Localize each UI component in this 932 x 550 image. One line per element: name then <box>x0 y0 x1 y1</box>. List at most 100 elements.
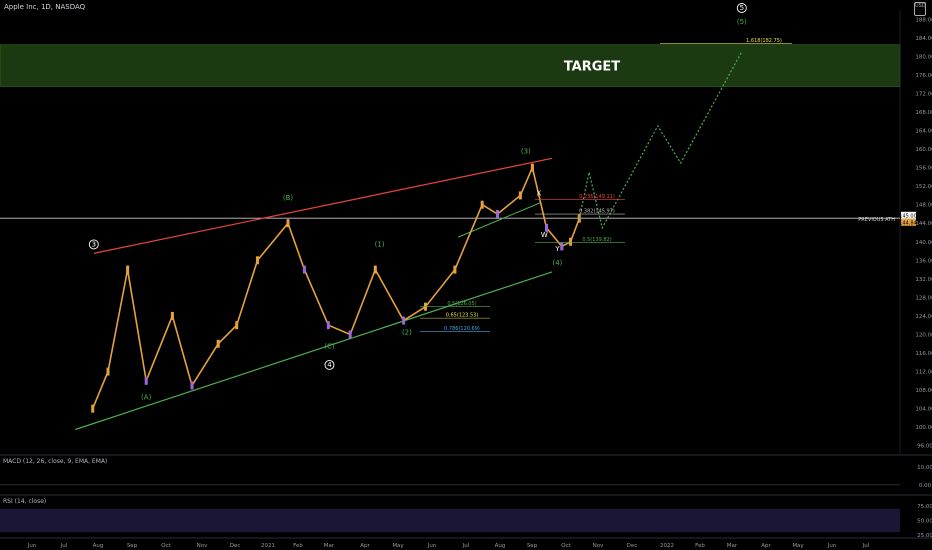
macd-tick-label: 10.00 <box>917 465 932 471</box>
fib-label: 0.65(123.53) <box>446 313 479 319</box>
price-tick-label: 140.00 <box>915 240 932 246</box>
price-candle <box>518 191 522 200</box>
wave-label: W <box>541 231 548 239</box>
price-candle <box>373 265 377 274</box>
time-tick-label: Jul <box>862 543 870 549</box>
price-tick-label: 188.00 <box>915 17 932 23</box>
current-price-value: 145.00 <box>899 213 917 219</box>
price-candle <box>235 321 239 330</box>
price-candle <box>170 311 174 320</box>
price-tick-label: 112.00 <box>915 370 932 376</box>
fib-label: 1.618(182.75) <box>746 38 782 44</box>
secondary-price-tag <box>901 218 916 226</box>
wave-label: X <box>537 189 542 197</box>
wave-label: (3) <box>521 148 531 156</box>
symbol-title: Apple Inc, 1D, NASDAQ <box>4 3 86 11</box>
time-tick-label: Dec <box>230 543 241 549</box>
previous-ath-label: PREVIOUS ATH <box>858 217 895 223</box>
time-tick-label: Apr <box>360 543 370 549</box>
price-candle <box>255 256 259 265</box>
price-tick-label: 96.00 <box>917 444 932 450</box>
price-tick-label: 144.00 <box>915 221 932 227</box>
wave-label: (4) <box>552 259 562 267</box>
time-tick-label: May <box>792 543 804 549</box>
projection-path <box>578 51 743 230</box>
time-tick-label: 2022 <box>660 543 674 549</box>
price-tick-label: 168.00 <box>915 110 932 116</box>
price-candle <box>106 367 110 376</box>
current-price-tag <box>901 211 916 219</box>
price-candle <box>126 265 130 274</box>
time-tick-label: Nov <box>593 543 604 549</box>
time-tick-label: Sep <box>527 543 538 549</box>
macd-label: MACD (12, 26, close, 9, EMA, EMA) <box>3 458 108 465</box>
price-tick-label: 164.00 <box>915 129 932 135</box>
price-tick-label: 148.00 <box>915 203 932 209</box>
wave-label: (A) <box>141 393 152 401</box>
fib-label: 0.786(120.69) <box>444 326 480 332</box>
price-tick-label: 120.00 <box>915 332 932 338</box>
target-zone <box>0 44 901 87</box>
time-tick-label: May <box>392 543 404 549</box>
usd-icon[interactable]: USD <box>914 2 926 16</box>
time-tick-label: Sep <box>127 543 138 549</box>
time-tick-label: Jun <box>27 543 37 549</box>
price-candle <box>453 265 457 274</box>
macd-tick-label: 0.00 <box>919 483 932 489</box>
price-candle <box>286 219 290 228</box>
wave-label: (5) <box>737 18 747 26</box>
price-tick-label: 180.00 <box>915 54 932 60</box>
price-candle <box>545 223 549 232</box>
price-candle <box>91 404 95 413</box>
price-tick-label: 108.00 <box>915 388 932 394</box>
time-tick-label: 2021 <box>261 543 275 549</box>
projection-layer <box>578 51 743 230</box>
time-tick-label: Dec <box>627 543 638 549</box>
time-tick-label: Mar <box>324 543 335 549</box>
price-tick-label: 184.00 <box>915 36 932 42</box>
wave-circle <box>88 239 99 250</box>
upper-channel-line <box>93 157 553 254</box>
time-tick-label: Jun <box>827 543 837 549</box>
price-candle <box>326 321 330 330</box>
price-candle <box>569 237 573 246</box>
time-tick-label: Aug <box>495 543 506 549</box>
price-candle <box>302 265 306 274</box>
price-tick-label: 132.00 <box>915 277 932 283</box>
rsi-label: RSI (14, close) <box>3 498 47 505</box>
price-tick-label: 176.00 <box>915 73 932 79</box>
rsi-pane: 75.00 50.00 25.00 <box>0 504 932 539</box>
wave-circle <box>736 3 747 13</box>
price-tick-label: 136.00 <box>915 258 932 264</box>
time-tick-label: Nov <box>197 543 208 549</box>
time-tick-label: Feb <box>695 543 705 549</box>
rsi-tick-label: 75.00 <box>917 504 932 510</box>
fib-label: 0.382(145.97) <box>579 209 615 215</box>
price-candle <box>560 242 564 251</box>
target-label: TARGET <box>564 60 620 75</box>
time-tick-label: Oct <box>161 543 171 549</box>
price-tick-label: 124.00 <box>915 314 932 320</box>
price-candle <box>402 316 406 325</box>
time-tick-label: Jul <box>462 543 470 549</box>
rsi-band <box>0 508 900 533</box>
time-tick-label: Feb <box>293 543 303 549</box>
time-axis: Jun Jul Aug Sep Oct Nov Dec 2021 Feb Mar Apr May Jun… <box>0 537 932 549</box>
target-zone-layer: TARGET <box>0 44 901 87</box>
price-axis-layer: 96.00 100.00 104.00 108.00 112.00 116.00 120.0… <box>899 10 932 455</box>
time-tick-label: Aug <box>93 543 104 549</box>
wave-labels-layer: 3 (A) (B) (C) 4 (1) (2) (3) (4) X WY (5) 5 <box>88 3 747 401</box>
price-candle <box>190 381 194 390</box>
channel-lines-layer: PREVIOUS ATH <box>0 157 900 431</box>
fib-label: 0.236(149.11) <box>579 194 615 200</box>
wave-label: (B) <box>283 194 294 202</box>
wave-circle <box>324 359 335 370</box>
wave-label: (1) <box>375 240 385 248</box>
time-tick-label: Apr <box>761 543 771 549</box>
wave-label: (2) <box>402 328 412 336</box>
time-tick-label: Jun <box>427 543 437 549</box>
wave-label: (C) <box>324 342 335 350</box>
